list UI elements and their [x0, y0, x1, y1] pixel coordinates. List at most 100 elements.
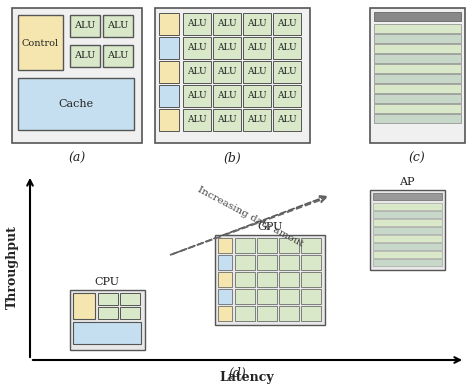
- FancyBboxPatch shape: [70, 290, 145, 350]
- FancyBboxPatch shape: [213, 13, 241, 35]
- Text: ALU: ALU: [74, 22, 96, 31]
- FancyBboxPatch shape: [213, 109, 241, 131]
- FancyBboxPatch shape: [374, 104, 461, 113]
- Text: ALU: ALU: [217, 115, 237, 125]
- FancyBboxPatch shape: [374, 12, 461, 21]
- FancyBboxPatch shape: [159, 61, 179, 83]
- FancyBboxPatch shape: [183, 37, 211, 59]
- FancyBboxPatch shape: [273, 37, 301, 59]
- FancyBboxPatch shape: [273, 13, 301, 35]
- Text: ALU: ALU: [247, 43, 267, 53]
- FancyBboxPatch shape: [301, 272, 321, 287]
- Text: ALU: ALU: [217, 67, 237, 77]
- FancyBboxPatch shape: [235, 272, 255, 287]
- FancyBboxPatch shape: [70, 15, 100, 37]
- FancyBboxPatch shape: [18, 78, 134, 130]
- FancyBboxPatch shape: [155, 8, 310, 143]
- FancyBboxPatch shape: [235, 289, 255, 304]
- Text: ALU: ALU: [187, 91, 207, 101]
- FancyBboxPatch shape: [183, 13, 211, 35]
- Text: ALU: ALU: [277, 115, 297, 125]
- FancyBboxPatch shape: [218, 306, 232, 321]
- Text: ALU: ALU: [187, 115, 207, 125]
- FancyBboxPatch shape: [374, 54, 461, 63]
- FancyBboxPatch shape: [103, 45, 133, 67]
- FancyBboxPatch shape: [159, 85, 179, 107]
- FancyBboxPatch shape: [159, 13, 179, 35]
- Text: ALU: ALU: [187, 67, 207, 77]
- FancyBboxPatch shape: [218, 272, 232, 287]
- FancyBboxPatch shape: [159, 37, 179, 59]
- Text: ALU: ALU: [217, 43, 237, 53]
- FancyBboxPatch shape: [120, 293, 140, 305]
- FancyBboxPatch shape: [235, 306, 255, 321]
- Text: GPU: GPU: [257, 222, 283, 232]
- Text: ALU: ALU: [277, 91, 297, 101]
- Text: Control: Control: [21, 38, 59, 48]
- Text: ALU: ALU: [107, 51, 128, 60]
- FancyBboxPatch shape: [279, 255, 299, 270]
- Text: ALU: ALU: [247, 19, 267, 29]
- FancyBboxPatch shape: [370, 8, 465, 143]
- FancyBboxPatch shape: [98, 307, 118, 319]
- Text: (d): (d): [228, 366, 246, 380]
- FancyBboxPatch shape: [103, 15, 133, 37]
- Text: AP: AP: [399, 177, 415, 187]
- Text: ALU: ALU: [247, 91, 267, 101]
- FancyBboxPatch shape: [373, 251, 442, 258]
- FancyBboxPatch shape: [279, 272, 299, 287]
- Text: (c): (c): [409, 151, 425, 164]
- Text: Cache: Cache: [58, 99, 93, 109]
- FancyBboxPatch shape: [373, 211, 442, 218]
- FancyBboxPatch shape: [257, 238, 277, 253]
- FancyBboxPatch shape: [273, 109, 301, 131]
- FancyBboxPatch shape: [301, 238, 321, 253]
- FancyBboxPatch shape: [218, 255, 232, 270]
- Text: ALU: ALU: [217, 19, 237, 29]
- FancyBboxPatch shape: [218, 289, 232, 304]
- FancyBboxPatch shape: [374, 114, 461, 123]
- FancyBboxPatch shape: [243, 13, 271, 35]
- Text: Increasing data amout: Increasing data amout: [196, 185, 304, 249]
- FancyBboxPatch shape: [215, 235, 325, 325]
- FancyBboxPatch shape: [279, 238, 299, 253]
- FancyBboxPatch shape: [373, 259, 442, 266]
- Text: ALU: ALU: [187, 43, 207, 53]
- FancyBboxPatch shape: [235, 255, 255, 270]
- FancyBboxPatch shape: [98, 293, 118, 305]
- FancyBboxPatch shape: [374, 34, 461, 43]
- FancyBboxPatch shape: [373, 235, 442, 242]
- FancyBboxPatch shape: [273, 85, 301, 107]
- Text: ALU: ALU: [247, 67, 267, 77]
- Text: Latency: Latency: [219, 372, 274, 385]
- FancyBboxPatch shape: [257, 255, 277, 270]
- FancyBboxPatch shape: [183, 109, 211, 131]
- FancyBboxPatch shape: [373, 203, 442, 210]
- FancyBboxPatch shape: [374, 74, 461, 83]
- FancyBboxPatch shape: [213, 85, 241, 107]
- Text: ALU: ALU: [277, 19, 297, 29]
- FancyBboxPatch shape: [159, 109, 179, 131]
- FancyBboxPatch shape: [243, 61, 271, 83]
- Text: ALU: ALU: [187, 19, 207, 29]
- Text: CPU: CPU: [94, 277, 119, 287]
- FancyBboxPatch shape: [73, 293, 95, 319]
- Text: ALU: ALU: [277, 43, 297, 53]
- FancyBboxPatch shape: [243, 109, 271, 131]
- Text: ALU: ALU: [74, 51, 96, 60]
- FancyBboxPatch shape: [279, 306, 299, 321]
- FancyBboxPatch shape: [12, 8, 142, 143]
- FancyBboxPatch shape: [183, 85, 211, 107]
- FancyBboxPatch shape: [301, 255, 321, 270]
- FancyBboxPatch shape: [70, 45, 100, 67]
- FancyBboxPatch shape: [183, 61, 211, 83]
- Text: (b): (b): [223, 151, 241, 164]
- Text: (a): (a): [68, 151, 86, 164]
- Text: Throughput: Throughput: [6, 225, 18, 309]
- FancyBboxPatch shape: [18, 15, 63, 70]
- FancyBboxPatch shape: [257, 272, 277, 287]
- FancyBboxPatch shape: [370, 190, 445, 270]
- FancyBboxPatch shape: [213, 61, 241, 83]
- FancyBboxPatch shape: [374, 24, 461, 33]
- Text: ALU: ALU: [107, 22, 128, 31]
